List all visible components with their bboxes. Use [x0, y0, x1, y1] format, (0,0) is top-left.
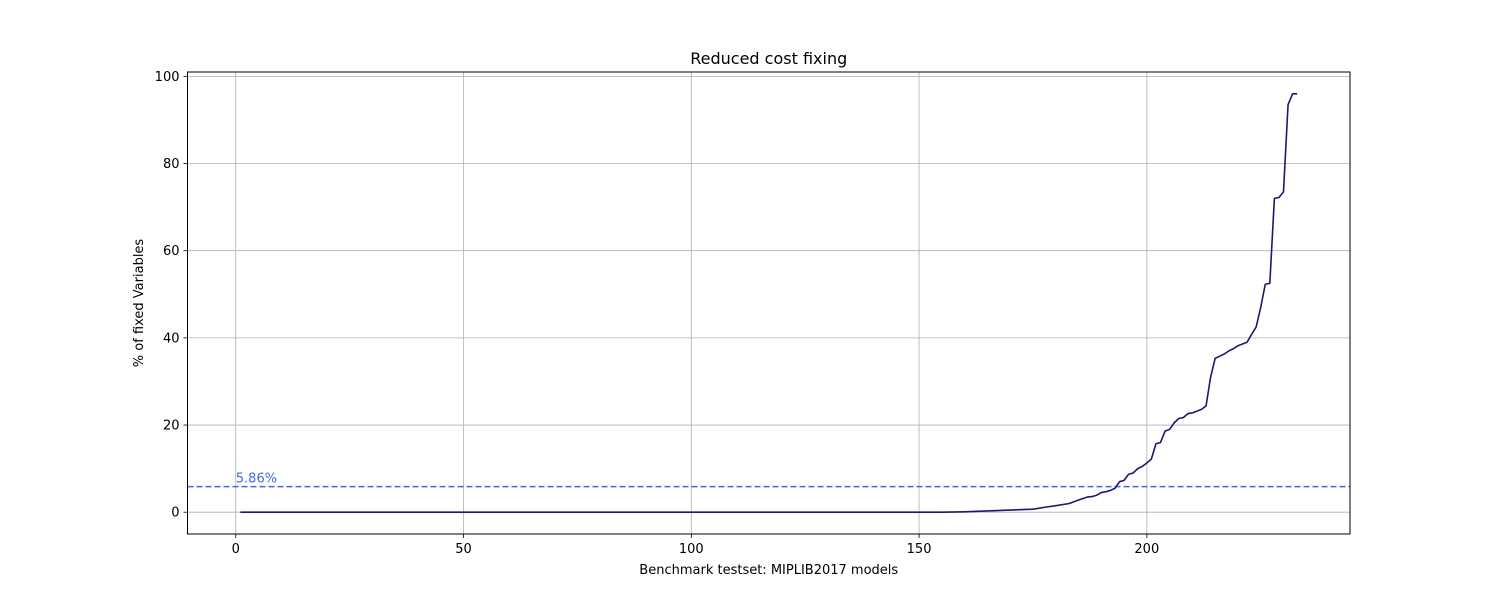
- chart-title: Reduced cost fixing: [690, 49, 847, 68]
- y-tick-label: 20: [163, 419, 180, 434]
- plot-frame: [187, 71, 1351, 535]
- gridlines: [187, 72, 1350, 534]
- reference-line-label: 5.86%: [236, 472, 277, 487]
- y-axis-label: % of fixed Variables: [132, 239, 147, 368]
- x-tick-label: 50: [455, 542, 472, 557]
- x-tick-label: 200: [1134, 542, 1159, 557]
- y-tick-label: 100: [155, 70, 180, 85]
- x-tick-label: 150: [907, 542, 932, 557]
- x-axis-label: Benchmark testset: MIPLIB2017 models: [639, 563, 898, 578]
- y-tick-label: 0: [171, 506, 179, 521]
- y-tick-label: 80: [163, 157, 180, 172]
- x-tick-label: 100: [679, 542, 704, 557]
- axis-ticks: 0 50 100 150 200 0 20 40 60 80 100: [155, 70, 1160, 557]
- series-line: [240, 92, 1298, 514]
- plot-series: [187, 92, 1350, 514]
- x-tick-label: 0: [232, 542, 240, 557]
- y-tick-label: 40: [163, 331, 180, 346]
- y-tick-label: 60: [163, 244, 180, 259]
